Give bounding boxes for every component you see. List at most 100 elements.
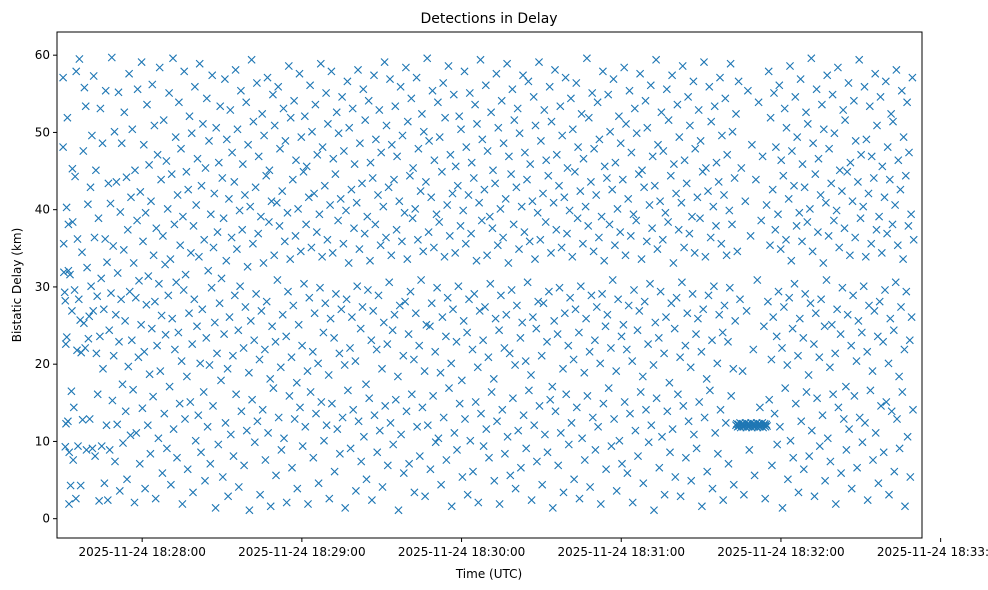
data-point	[656, 287, 665, 296]
data-point	[713, 359, 722, 368]
data-point	[140, 347, 149, 356]
data-point	[902, 287, 911, 296]
data-point	[624, 301, 633, 310]
data-point	[753, 276, 762, 284]
data-point	[290, 96, 299, 105]
data-point	[839, 415, 848, 423]
data-point	[316, 59, 325, 68]
data-point	[734, 77, 743, 86]
plot-area	[56, 31, 923, 539]
data-point	[393, 372, 402, 381]
data-point	[640, 297, 649, 306]
data-point	[364, 96, 373, 105]
data-point	[563, 164, 572, 172]
data-point	[761, 494, 770, 503]
data-point	[786, 62, 794, 70]
data-point	[188, 340, 197, 349]
data-point	[342, 206, 350, 215]
data-point	[95, 496, 104, 505]
data-point	[66, 481, 75, 490]
data-point	[795, 208, 804, 217]
data-point	[219, 214, 228, 223]
data-point	[204, 266, 213, 275]
data-point	[773, 440, 782, 449]
data-point	[125, 69, 134, 78]
data-point	[807, 426, 816, 435]
data-point	[329, 154, 338, 163]
data-point	[453, 181, 462, 190]
data-point	[645, 201, 654, 209]
data-point	[425, 136, 434, 145]
data-point	[71, 172, 80, 181]
data-point	[268, 90, 277, 99]
data-point	[705, 386, 714, 395]
data-point	[746, 231, 755, 240]
data-point	[409, 355, 418, 364]
data-point	[473, 363, 482, 372]
data-point	[614, 295, 623, 304]
data-point	[147, 324, 156, 333]
data-point	[410, 488, 419, 497]
data-point	[610, 415, 619, 423]
data-point	[483, 251, 492, 260]
data-point	[891, 201, 900, 209]
data-point	[441, 113, 450, 122]
data-point	[287, 353, 296, 362]
data-point	[831, 349, 840, 358]
data-point	[479, 442, 488, 451]
data-point	[853, 463, 862, 472]
data-point	[275, 221, 284, 230]
data-point	[451, 162, 460, 171]
data-point	[771, 225, 780, 234]
data-point	[124, 362, 133, 371]
data-point	[578, 239, 587, 248]
data-point	[350, 160, 359, 169]
data-point	[507, 286, 516, 294]
data-point	[75, 55, 84, 63]
data-point	[897, 86, 906, 95]
data-point	[169, 425, 178, 434]
data-point	[791, 92, 800, 101]
data-point	[895, 372, 904, 381]
data-point	[433, 283, 442, 292]
data-point	[907, 210, 916, 219]
data-point	[489, 374, 498, 383]
data-point	[164, 291, 173, 300]
data-point	[467, 229, 476, 238]
data-point	[755, 403, 764, 412]
data-point	[288, 463, 296, 472]
data-point	[905, 336, 914, 345]
data-point	[105, 326, 114, 335]
data-point	[286, 255, 295, 264]
data-point	[145, 160, 154, 169]
data-point	[855, 55, 864, 64]
data-point	[689, 77, 698, 86]
data-point	[228, 148, 237, 157]
data-point	[286, 113, 295, 122]
data-point	[681, 341, 690, 350]
data-point	[139, 140, 148, 149]
data-point	[61, 340, 70, 349]
data-point	[888, 220, 897, 229]
data-point	[343, 386, 352, 395]
data-point	[687, 476, 696, 485]
data-point	[801, 289, 810, 298]
data-point	[881, 77, 890, 86]
data-point	[657, 108, 666, 117]
data-point	[494, 123, 503, 132]
data-point	[906, 473, 915, 481]
data-point	[434, 434, 443, 443]
data-point	[626, 409, 634, 418]
data-point	[103, 496, 112, 505]
data-point	[502, 310, 511, 319]
data-point	[453, 445, 461, 454]
data-point	[633, 326, 642, 335]
data-point	[535, 58, 543, 67]
data-point	[766, 113, 775, 122]
x-axis-label: Time (UTC)	[455, 567, 522, 581]
data-point	[484, 353, 493, 362]
data-point	[672, 293, 681, 302]
data-point	[59, 268, 68, 277]
data-point	[840, 224, 849, 233]
